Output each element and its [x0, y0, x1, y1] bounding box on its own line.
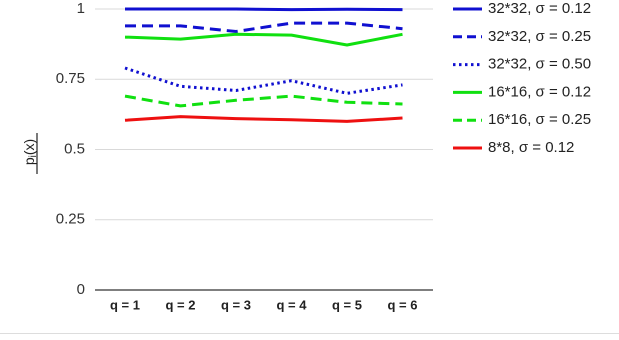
legend-label: 16*16, σ = 0.12 — [488, 83, 591, 100]
y-axis-title: pi(x) — [21, 133, 39, 174]
y-tick-label: 0.5 — [64, 140, 85, 157]
x-axis-ticks: q = 1 q = 2 q = 3 q = 4 q = 5 q = 6 — [110, 297, 418, 312]
y-axis-title-argument: (x) — [21, 139, 37, 155]
series-line — [124, 115, 403, 123]
x-tick-label: q = 5 — [332, 297, 362, 312]
x-tick-label: q = 6 — [388, 297, 418, 312]
series-line — [125, 7, 403, 12]
legend-label: 16*16, σ = 0.25 — [488, 111, 591, 128]
legend-label: 32*32, σ = 0.25 — [488, 28, 591, 45]
y-axis-title-subscript: i — [28, 155, 39, 157]
x-tick-label: q = 1 — [110, 297, 140, 312]
legend-label: 8*8, σ = 0.12 — [488, 139, 574, 156]
series-line — [124, 32, 403, 47]
y-tick-label: 1 — [77, 0, 85, 17]
series-line — [124, 94, 403, 108]
x-tick-label: q = 4 — [277, 297, 308, 312]
legend-label: 32*32, σ = 0.12 — [488, 0, 591, 17]
y-tick-label: 0.75 — [56, 70, 85, 87]
legend: 32*32, σ = 0.12 32*32, σ = 0.25 32*32, σ =… — [453, 0, 591, 156]
x-tick-label: q = 3 — [221, 297, 251, 312]
y-axis-title-text: pi(x) — [21, 139, 39, 165]
series-line — [125, 21, 403, 33]
y-axis-ticks: 0 0.25 0.5 0.75 1 — [56, 0, 85, 298]
y-tick-label: 0 — [77, 281, 85, 298]
x-tick-label: q = 2 — [166, 297, 196, 312]
series-line — [124, 66, 403, 95]
y-axis-title-main: p — [21, 157, 37, 165]
legend-label: 32*32, σ = 0.50 — [488, 56, 591, 73]
y-tick-label: 0.25 — [56, 211, 85, 228]
series-lines — [124, 7, 403, 123]
gridlines — [95, 8, 433, 291]
